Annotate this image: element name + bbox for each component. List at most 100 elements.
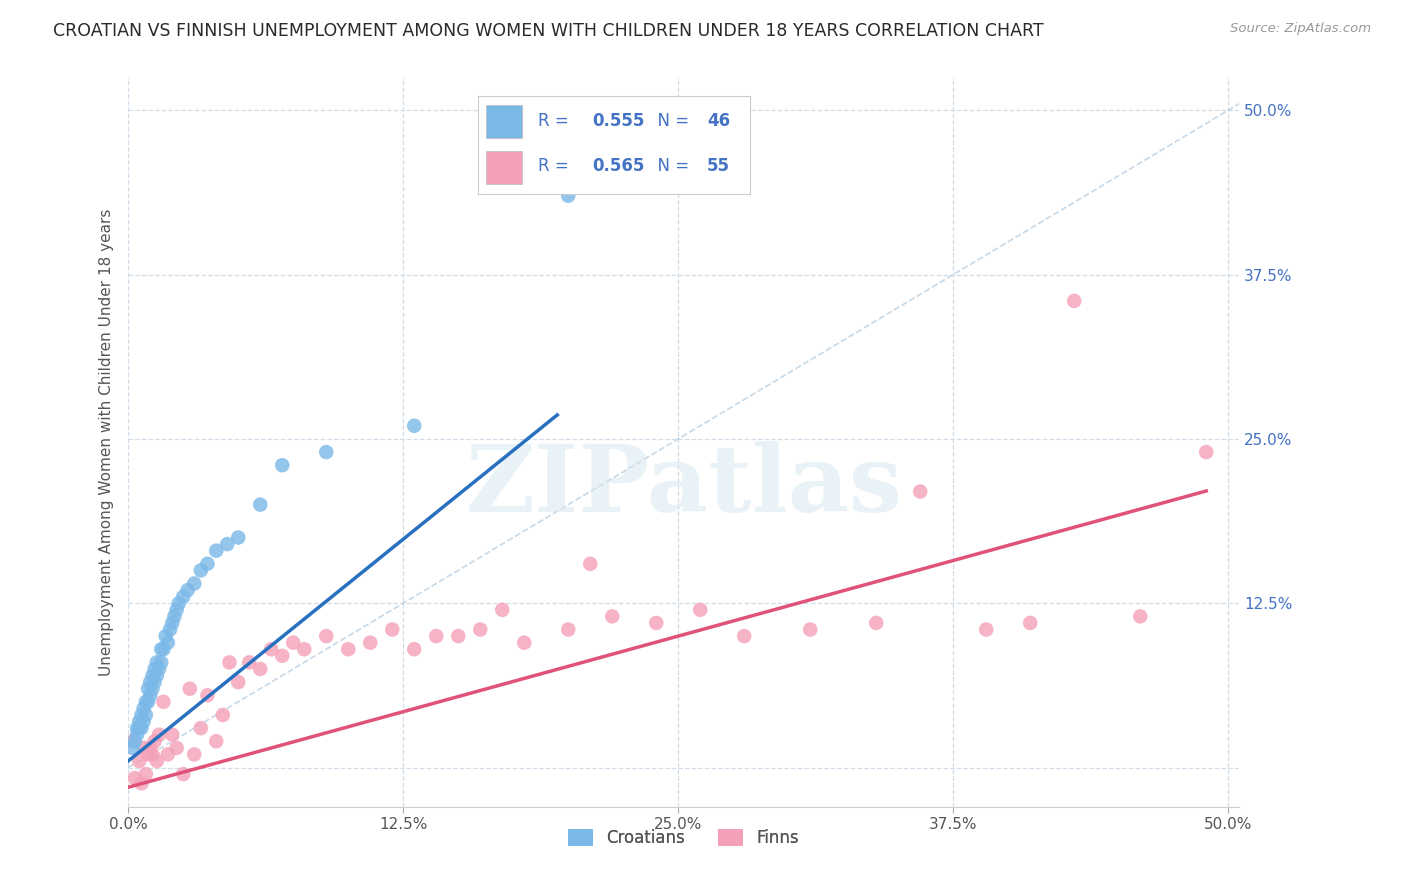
Point: [249, 498, 271, 512]
Point: [910, 484, 932, 499]
Point: [125, 721, 148, 735]
Point: [470, 623, 492, 637]
Point: [124, 771, 146, 785]
Point: [132, 740, 155, 755]
Point: [166, 603, 188, 617]
Point: [146, 656, 169, 670]
Point: [197, 557, 219, 571]
Point: [404, 418, 426, 433]
Point: [159, 623, 181, 637]
Y-axis label: Unemployment Among Women with Children Under 18 years: Unemployment Among Women with Children U…: [100, 209, 114, 676]
Point: [226, 675, 249, 690]
Point: [131, 721, 153, 735]
Point: [156, 747, 179, 762]
Point: [139, 688, 162, 702]
Point: [359, 635, 381, 649]
Point: [733, 629, 755, 643]
Point: [136, 747, 159, 762]
Point: [381, 623, 404, 637]
Point: [1019, 615, 1042, 630]
Legend: Croatians, Finns: Croatians, Finns: [561, 822, 806, 854]
Point: [139, 675, 162, 690]
Point: [190, 721, 212, 735]
Point: [1195, 445, 1218, 459]
Point: [799, 623, 821, 637]
Point: [689, 603, 711, 617]
Point: [238, 656, 260, 670]
Point: [217, 537, 239, 551]
Point: [135, 708, 157, 723]
Point: [190, 563, 212, 577]
Point: [155, 629, 177, 643]
Point: [205, 734, 228, 748]
Point: [141, 681, 163, 696]
Point: [124, 734, 146, 748]
Point: [579, 557, 602, 571]
Point: [447, 629, 470, 643]
Point: [141, 668, 163, 682]
Point: [136, 681, 159, 696]
Point: [283, 635, 305, 649]
Point: [315, 445, 337, 459]
Point: [152, 695, 174, 709]
Point: [163, 609, 186, 624]
Point: [139, 740, 162, 755]
Point: [337, 642, 360, 657]
Point: [557, 188, 579, 202]
Point: [136, 695, 159, 709]
Point: [600, 609, 623, 624]
Point: [211, 708, 233, 723]
Text: ZIPatlas: ZIPatlas: [465, 441, 903, 531]
Point: [131, 776, 153, 790]
Point: [146, 754, 169, 768]
Point: [135, 767, 157, 781]
Point: [183, 576, 205, 591]
Point: [425, 629, 447, 643]
Point: [128, 721, 150, 735]
Point: [260, 642, 283, 657]
Point: [172, 767, 194, 781]
Point: [121, 740, 143, 755]
Point: [513, 635, 536, 649]
Point: [143, 734, 166, 748]
Point: [148, 728, 170, 742]
Point: [146, 668, 169, 682]
Point: [249, 662, 271, 676]
Point: [205, 543, 228, 558]
Point: [404, 642, 426, 657]
Point: [292, 642, 315, 657]
Point: [197, 688, 219, 702]
Point: [131, 708, 153, 723]
Point: [1129, 609, 1152, 624]
Point: [645, 615, 668, 630]
Point: [156, 635, 179, 649]
Point: [121, 734, 143, 748]
Point: [128, 714, 150, 729]
Point: [150, 642, 173, 657]
Point: [271, 648, 294, 663]
Point: [865, 615, 887, 630]
Point: [167, 596, 190, 610]
Point: [166, 740, 188, 755]
Point: [125, 728, 148, 742]
Point: [132, 714, 155, 729]
Text: CROATIAN VS FINNISH UNEMPLOYMENT AMONG WOMEN WITH CHILDREN UNDER 18 YEARS CORREL: CROATIAN VS FINNISH UNEMPLOYMENT AMONG W…: [53, 22, 1045, 40]
Point: [150, 656, 173, 670]
Point: [172, 590, 194, 604]
Point: [491, 603, 513, 617]
Point: [143, 675, 166, 690]
Point: [179, 681, 201, 696]
Text: Source: ZipAtlas.com: Source: ZipAtlas.com: [1230, 22, 1371, 36]
Point: [183, 747, 205, 762]
Point: [128, 754, 150, 768]
Point: [1063, 293, 1085, 308]
Point: [974, 623, 997, 637]
Point: [152, 642, 174, 657]
Point: [143, 662, 166, 676]
Point: [218, 656, 240, 670]
Point: [135, 695, 157, 709]
Point: [141, 747, 163, 762]
Point: [148, 662, 170, 676]
Point: [162, 615, 184, 630]
Point: [176, 583, 198, 598]
